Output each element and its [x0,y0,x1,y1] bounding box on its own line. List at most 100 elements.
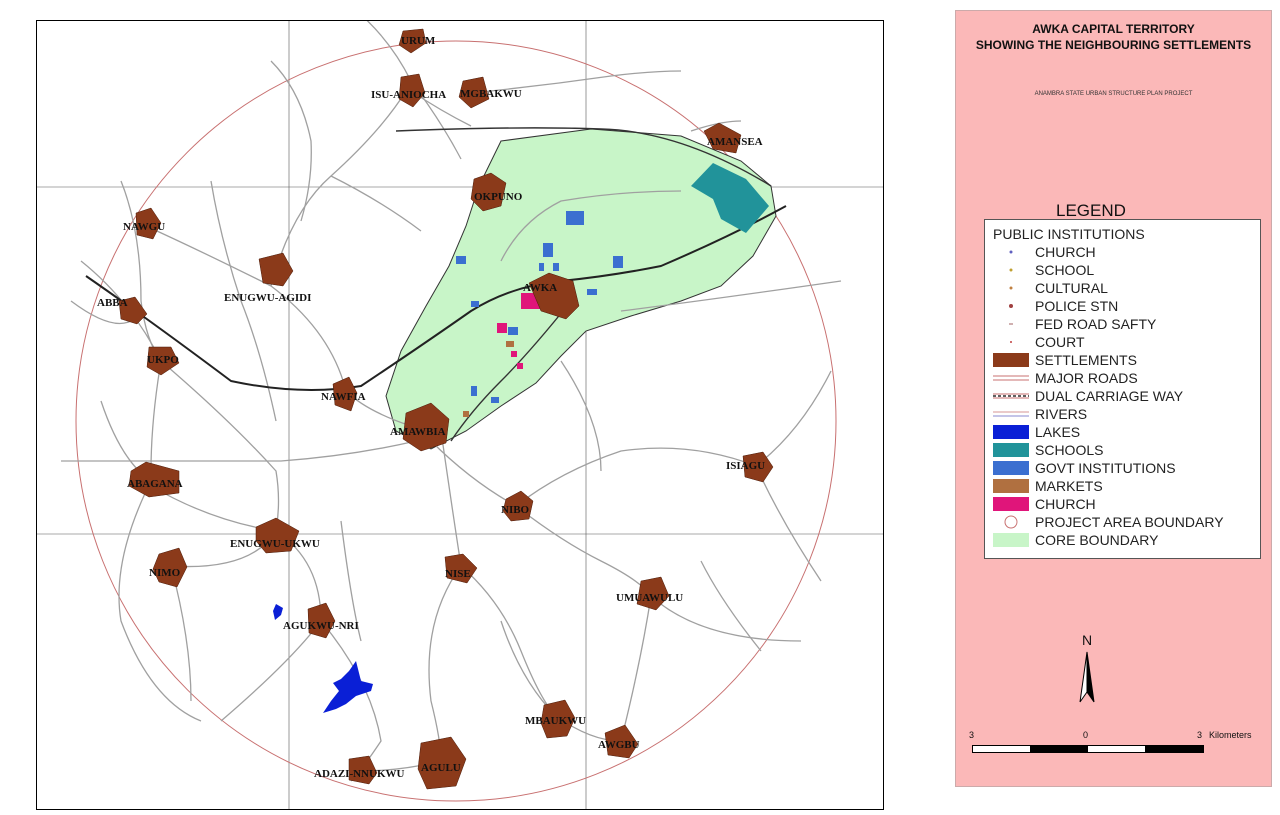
govt-swatch [993,461,1029,475]
settlement-nawfia [332,376,358,412]
church-swatch [993,497,1029,511]
label-urum: URUM [401,35,436,47]
scale-bar [972,745,1204,753]
label-awka: AWKA [523,282,557,294]
settlement-nibo [502,490,534,522]
settlement-awgbu [604,724,639,759]
police-dot-icon [1009,304,1013,308]
scale-seg-2 [1030,746,1088,752]
legend-item-markets: MARKETS [993,478,1258,495]
legend-item-settlements: SETTLEMENTS [993,352,1258,369]
map-title: AWKA CAPITAL TERRITORY SHOWING THE NEIGH… [956,21,1271,53]
major-road-line [993,375,1029,381]
legend-item-dual-carriage: DUAL CARRIAGE WAY [993,388,1258,405]
legend-item-police: POLICE STN [993,298,1258,315]
map-canvas: URUM ISU-ANIOCHA MGBAKWU AMANSEA OKPUNO … [37,21,883,809]
settlement-isu-aniocha [398,73,426,108]
river-line [993,411,1029,417]
settlement-isiagu [742,451,774,483]
legend-item-church-point: CHURCH [993,244,1258,261]
cultural-dot-icon [1009,286,1013,290]
legend-item-road-safety: FED ROAD SAFTY [993,316,1258,333]
settlement-nimo [152,547,188,588]
label-enugwu-agidi: ENUGWU-AGIDI [224,292,311,304]
settlement-agukwu-nri [307,602,336,639]
label-umuawulu: UMUAWULU [616,592,683,604]
legend-label: DUAL CARRIAGE WAY [1035,388,1184,404]
map-title-line2: SHOWING THE NEIGHBOURING SETTLEMENTS [975,38,1252,52]
label-adazi-nnukwu: ADAZI-NNUKWU [314,768,405,780]
legend-label: CHURCH [1035,244,1096,260]
school-area [691,163,769,233]
scale-label-left: 3 [969,730,975,740]
legend-item-court: COURT [993,334,1258,351]
scale-seg-4 [1145,746,1203,752]
settlement-abba [118,296,148,325]
legend-label: PROJECT AREA BOUNDARY [1035,514,1224,530]
settlements [118,28,774,790]
label-agulu: AGULU [421,762,461,774]
scale-label-right: 3 [1197,730,1203,740]
settlement-nawgu [135,207,162,240]
scale-label-mid: 0 [1083,730,1089,740]
public-institutions-heading: PUBLIC INSTITUTIONS [993,226,1145,242]
legend-item-govt: GOVT INSTITUTIONS [993,460,1258,477]
settlement-enugwu-ukwu [255,517,300,554]
project-boundary-symbol [1004,515,1018,529]
legend-heading: LEGEND [1056,201,1126,220]
legend-label: CORE BOUNDARY [1035,532,1159,548]
label-isu-aniocha: ISU-ANIOCHA [371,89,446,101]
dual-carriage-line [993,393,1029,399]
settlement-mgbakwu [458,76,490,109]
label-nise: NISE [445,568,471,580]
church-dot-icon [1009,250,1013,254]
legend-panel: AWKA CAPITAL TERRITORY SHOWING THE NEIGH… [955,10,1272,787]
lake-small [273,604,283,620]
markets-swatch [993,479,1029,493]
legend-item-cultural: CULTURAL [993,280,1258,297]
settlement-agulu [417,736,467,790]
scale-unit: Kilometers [1209,730,1252,740]
label-okpuno: OKPUNO [474,191,523,203]
legend-label: FED ROAD SAFTY [1035,316,1157,332]
lake [323,661,373,713]
label-nibo: NIBO [501,504,530,516]
road-safety-dot-icon [1009,323,1013,325]
label-nimo: NIMO [149,567,181,579]
label-nawgu: NAWGU [123,221,165,233]
settlement-umuawulu [636,576,670,611]
label-agukwu-nri: AGUKWU-NRI [283,620,359,632]
court-dot-icon [1010,341,1012,343]
settlement-mbaukwu [540,699,576,739]
settlement-amansea [703,122,742,154]
legend-label: GOVT INSTITUTIONS [1035,460,1176,476]
label-abba: ABBA [97,297,128,309]
expressway [395,127,772,187]
map-title-line1: AWKA CAPITAL TERRITORY [1032,22,1195,36]
legend-label: MARKETS [1035,478,1103,494]
settlement-okpuno [470,172,507,212]
awka-ekwulobia-road [450,300,572,442]
legend-label: SCHOOLS [1035,442,1104,458]
legend-label: RIVERS [1035,406,1088,422]
legend-item-core-boundary: CORE BOUNDARY [993,532,1258,549]
dual-carriage-way [85,205,787,391]
legend-label: POLICE STN [1035,298,1119,314]
legend-label: CULTURAL [1035,280,1108,296]
map-frame: URUM ISU-ANIOCHA MGBAKWU AMANSEA OKPUNO … [36,20,884,810]
settlement-adazi-nnukwu [348,755,378,785]
settlement-swatch [993,353,1029,367]
legend-label: SETTLEMENTS [1035,352,1137,368]
settlement-awka [528,272,580,320]
map-subtitle: ANAMBRA STATE URBAN STRUCTURE PLAN PROJE… [1034,91,1193,97]
north-label: N [1082,632,1093,648]
label-awgbu: AWGBU [598,739,640,751]
legend-label: MAJOR ROADS [1035,370,1138,386]
label-amansea: AMANSEA [707,136,763,148]
lake-swatch [993,425,1029,439]
govt-institutions [456,211,623,403]
legend-item-church-area: CHURCH [993,496,1258,513]
settlement-abagana [128,461,180,498]
legend-item-rivers: RIVERS [993,406,1258,423]
market-plots [463,341,514,417]
